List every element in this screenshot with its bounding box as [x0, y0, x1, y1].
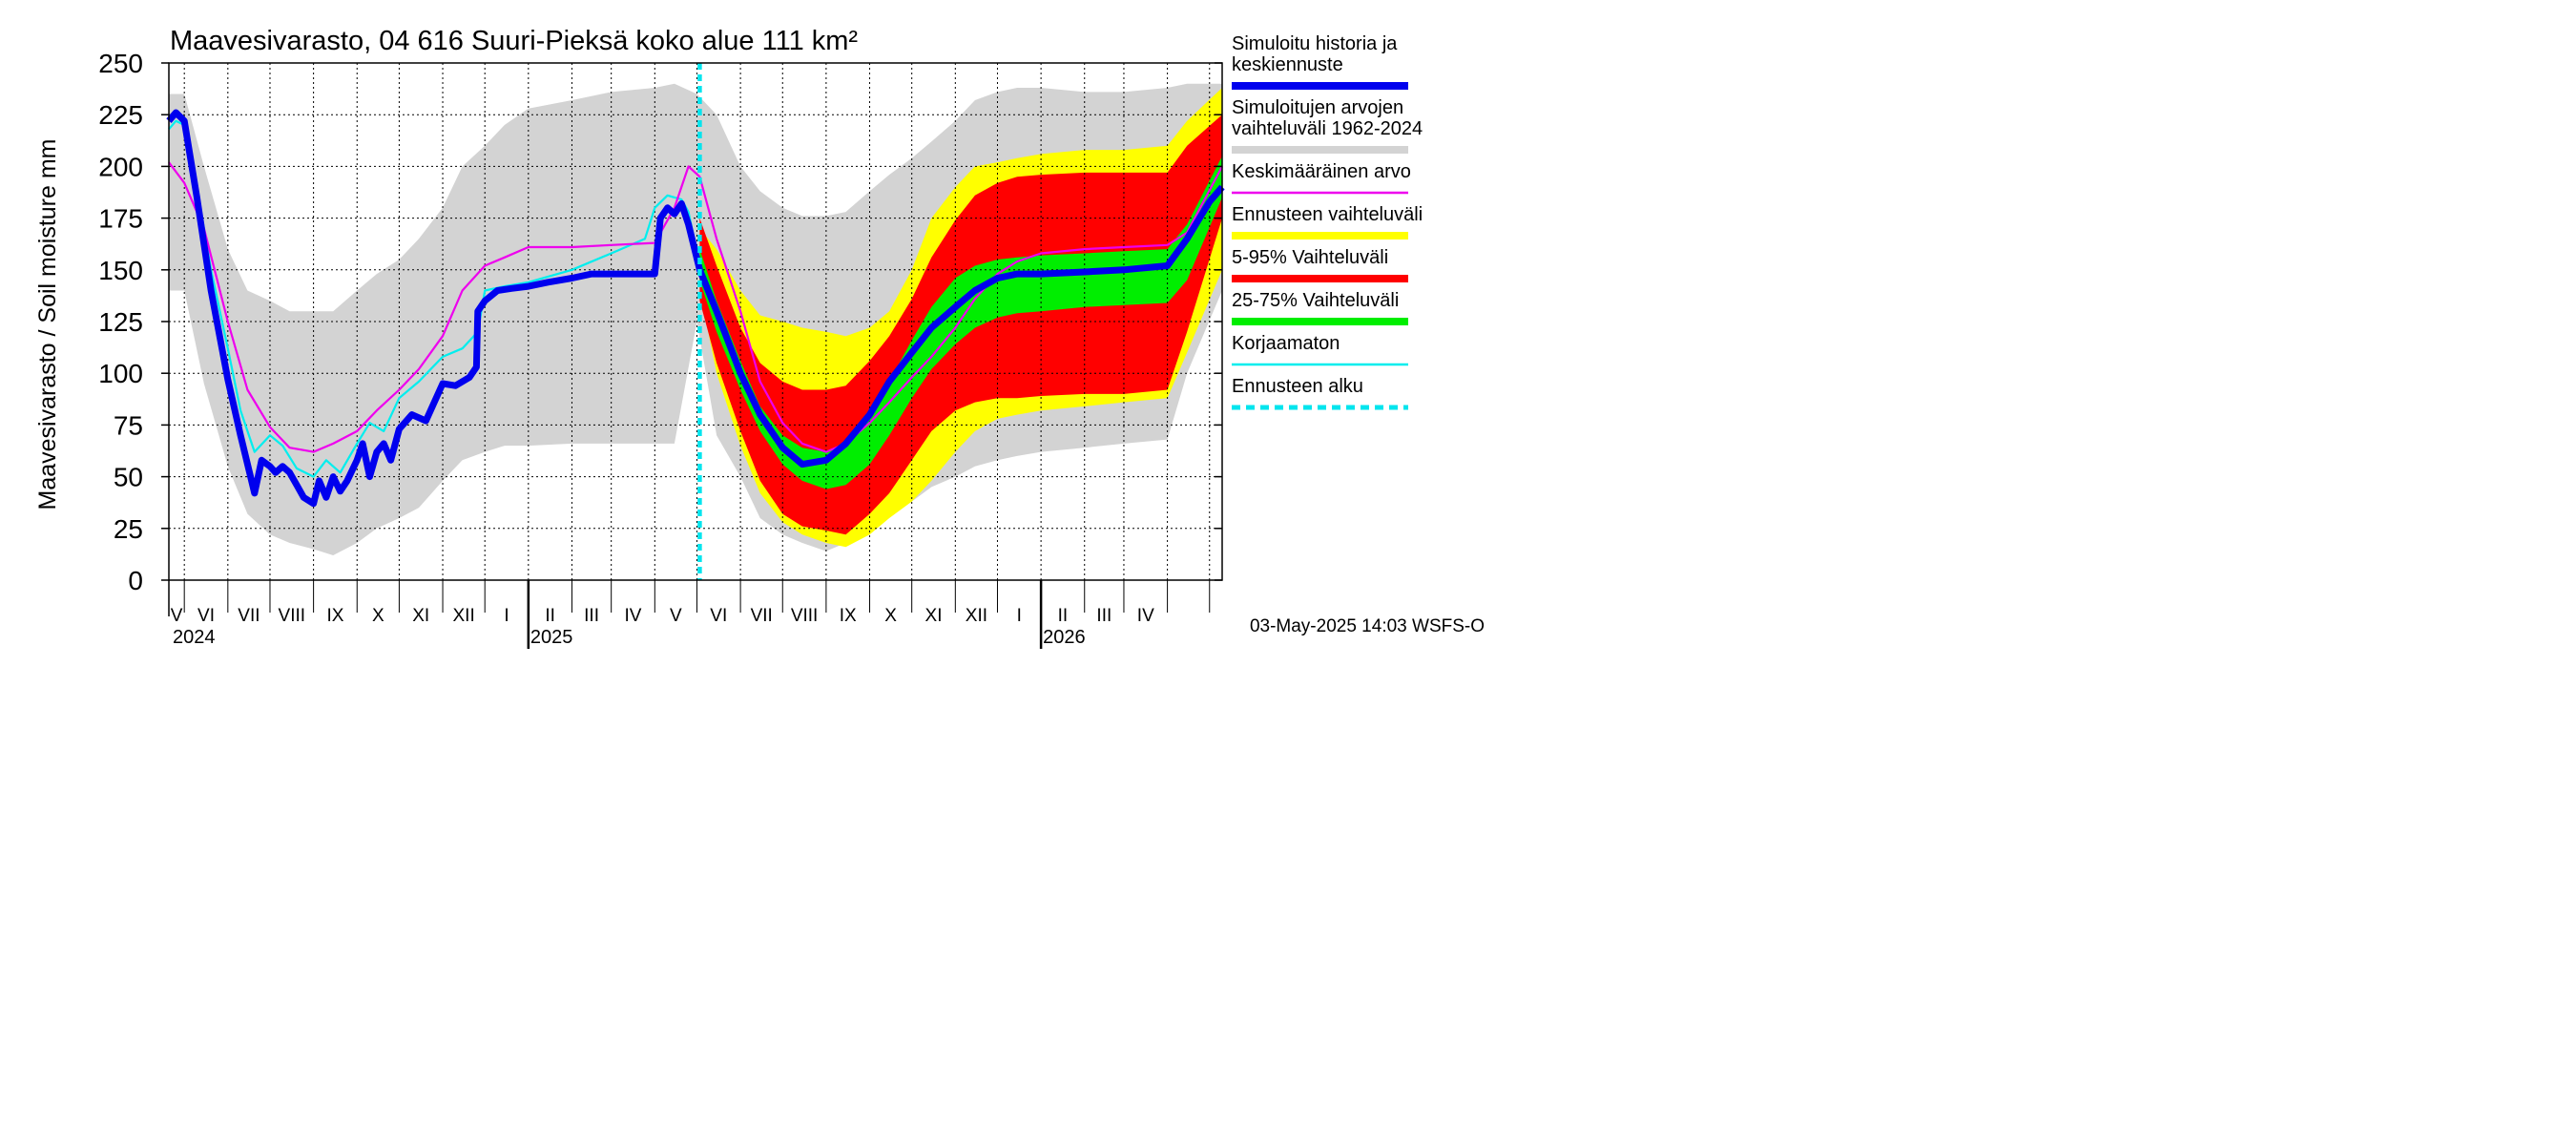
y-tick-label: 50 [114, 463, 143, 492]
month-label: I [504, 606, 509, 626]
month-label: V [670, 606, 682, 626]
month-label: II [1058, 606, 1069, 626]
y-tick-label: 250 [98, 49, 143, 78]
y-tick-label: 0 [128, 566, 143, 595]
y-tick-label: 100 [98, 359, 143, 388]
month-label: III [1096, 606, 1111, 626]
y-tick-label: 125 [98, 307, 143, 337]
legend-label: Ennusteen vaihteluväli [1232, 204, 1423, 225]
chart-root: Maavesivarasto, 04 616 Suuri-Pieksä koko… [0, 0, 1496, 664]
month-label: IX [840, 606, 857, 626]
month-label: IV [625, 606, 642, 626]
band-p25_75 [699, 156, 1222, 489]
legend-label: Simuloitu historia ja [1232, 33, 1398, 54]
line-history [166, 109, 1225, 508]
year-label: 2024 [173, 627, 216, 648]
y-tick-label: 150 [98, 256, 143, 285]
month-label: VII [751, 606, 773, 626]
year-label: 2025 [530, 627, 573, 648]
month-label: II [545, 606, 555, 626]
month-label: XI [925, 606, 943, 626]
legend-label: 5-95% Vaihteluväli [1232, 247, 1388, 268]
legend-label: Ennusteen alku [1232, 376, 1363, 397]
legend-label: Simuloitujen arvojen [1232, 97, 1403, 118]
timestamp: 03-May-2025 14:03 WSFS-O [1250, 616, 1485, 636]
month-label: XII [453, 606, 475, 626]
month-label: VIII [279, 606, 306, 626]
legend-label: Keskimääräinen arvo [1232, 161, 1411, 182]
month-label: VII [238, 606, 260, 626]
y-tick-label: 200 [98, 152, 143, 181]
month-label: I [1017, 606, 1022, 626]
year-label: 2026 [1043, 627, 1086, 648]
soil-moisture-chart: Maavesivarasto, 04 616 Suuri-Pieksä koko… [34, 26, 1485, 649]
chart-title: Maavesivarasto, 04 616 Suuri-Pieksä koko… [170, 26, 858, 56]
month-label: X [372, 606, 384, 626]
month-label: VI [197, 606, 215, 626]
legend-label: Korjaamaton [1232, 333, 1340, 354]
y-tick-label: 75 [114, 410, 143, 440]
month-label: XII [966, 606, 987, 626]
month-label: X [884, 606, 897, 626]
month-label: IX [326, 606, 343, 626]
y-tick-label: 225 [98, 100, 143, 130]
month-label: XI [412, 606, 429, 626]
legend-label: 25-75% Vaihteluväli [1232, 290, 1399, 311]
y-tick-label: 175 [98, 204, 143, 234]
month-label: VIII [791, 606, 819, 626]
y-axis-label: Maavesivarasto / Soil moisture mm [34, 138, 61, 510]
legend-label: keskiennuste [1232, 54, 1343, 75]
legend-label: vaihteluväli 1962-2024 [1232, 118, 1423, 139]
bands-layer [169, 83, 1222, 555]
month-label: VI [710, 606, 727, 626]
y-tick-label: 25 [114, 514, 143, 544]
month-label: III [584, 606, 599, 626]
lines-layer [166, 63, 1225, 580]
month-label: V [171, 606, 183, 626]
month-label: IV [1137, 606, 1154, 626]
